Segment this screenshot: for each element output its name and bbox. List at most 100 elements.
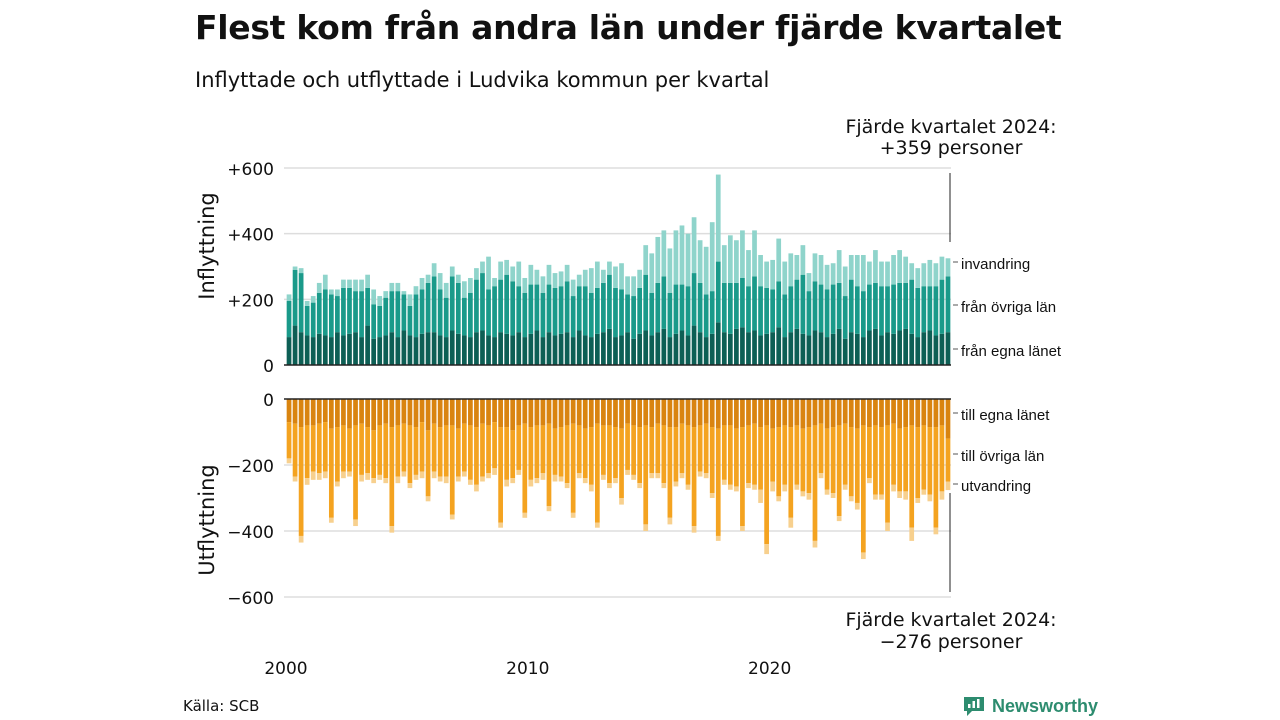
bar-inflow-segment [576,274,582,287]
bar-inflow-segment [613,266,618,288]
bar-outflow-segment [764,425,769,545]
bar-inflow-segment [685,233,691,287]
bottom-y-tick-label: −400 [227,523,274,543]
bar-outflow-segment [540,473,546,480]
bar-outflow-segment [697,399,703,426]
bar-inflow-segment [353,279,358,292]
bar-outflow-segment [546,506,552,512]
annotation-top-line1: Fjärde kvartalet 2024: [845,116,1056,138]
bar-inflow-segment [492,337,497,365]
bar-outflow-segment [776,496,782,502]
bar-inflow-segment [945,332,951,365]
bar-outflow-segment [377,474,383,480]
bar-outflow-segment [655,423,661,474]
bar-outflow-segment [558,427,564,477]
bar-inflow-segment [655,236,661,283]
bar-outflow-segment [534,399,540,426]
bar-outflow-segment [310,399,316,426]
bar-outflow-segment [746,399,751,426]
bar-outflow-segment [486,425,491,474]
bar-outflow-segment [709,493,715,498]
bar-inflow-segment [407,305,413,336]
bar-outflow-segment [824,399,830,429]
bar-outflow-segment [601,399,606,426]
bar-outflow-segment [371,478,377,484]
bar-inflow-segment [897,282,902,331]
bar-outflow-segment [842,399,848,424]
bar-inflow-segment [915,337,921,365]
bar-outflow-segment [764,399,769,426]
bar-inflow-segment [328,337,334,365]
bar-inflow-segment [582,335,588,365]
bar-inflow-segment [570,296,576,338]
bar-inflow-segment [449,266,455,277]
bar-outflow-segment [480,476,485,482]
bar-outflow-segment [480,423,485,477]
bar-outflow-segment [582,428,588,479]
bar-outflow-segment [709,427,715,494]
bar-outflow-segment [860,399,866,426]
bar-inflow-segment [740,230,745,278]
bar-outflow-segment [860,425,866,553]
bar-inflow-segment [371,304,377,339]
bar-inflow-segment [425,282,431,333]
bar-inflow-segment [474,332,479,365]
bar-outflow-segment [685,425,691,485]
bar-inflow-segment [474,279,479,333]
bar-outflow-segment [383,478,389,484]
bar-outflow-segment [552,474,558,482]
bar-outflow-segment [873,399,878,426]
bar-inflow-segment [298,268,304,274]
bar-inflow-segment [522,277,528,293]
bar-outflow-segment [776,399,782,428]
bar-inflow-segment [830,284,836,334]
bar-outflow-segment [564,483,570,489]
bar-outflow-segment [492,468,497,475]
top-y-tick-label: 0 [263,357,274,377]
bar-outflow-segment [727,425,733,485]
bar-inflow-segment [522,292,528,338]
bar-outflow-segment [286,399,292,423]
bar-inflow-segment [879,286,884,336]
bar-outflow-segment [770,399,776,429]
bar-inflow-segment [873,282,878,329]
bar-inflow-segment [480,330,485,365]
bar-outflow-segment [921,425,927,490]
bar-inflow-segment [395,282,401,292]
bar-outflow-segment [885,425,890,523]
bar-inflow-segment [316,333,322,365]
bar-outflow-segment [727,399,733,426]
bar-outflow-segment [752,484,757,490]
bar-inflow-segment [800,274,806,334]
bar-outflow-segment [286,422,292,459]
bar-outflow-segment [588,399,594,428]
bar-outflow-segment [945,438,951,482]
bar-outflow-segment [939,399,945,426]
bar-outflow-segment [649,473,655,479]
bar-outflow-segment [818,473,824,479]
bar-outflow-segment [304,478,310,485]
bar-inflow-segment [425,274,431,283]
bar-outflow-segment [746,483,751,489]
bar-outflow-segment [727,484,733,490]
bar-outflow-segment [788,399,794,428]
bar-inflow-segment [316,282,322,293]
bar-inflow-segment [298,332,304,365]
bar-inflow-segment [721,332,727,365]
bar-inflow-segment [377,296,383,306]
bar-outflow-segment [860,552,866,560]
bar-outflow-segment [818,423,824,474]
bar-outflow-segment [776,427,782,497]
bar-outflow-segment [806,427,812,494]
bar-outflow-segment [867,478,872,484]
bar-inflow-segment [764,287,769,334]
bar-outflow-segment [528,479,534,487]
bar-inflow-segment [703,294,709,338]
bar-inflow-segment [425,332,431,365]
bar-outflow-segment [419,422,425,472]
bar-inflow-segment [697,282,703,333]
bar-outflow-segment [383,423,389,479]
bar-inflow-segment [909,333,915,365]
bar-outflow-segment [679,423,685,474]
